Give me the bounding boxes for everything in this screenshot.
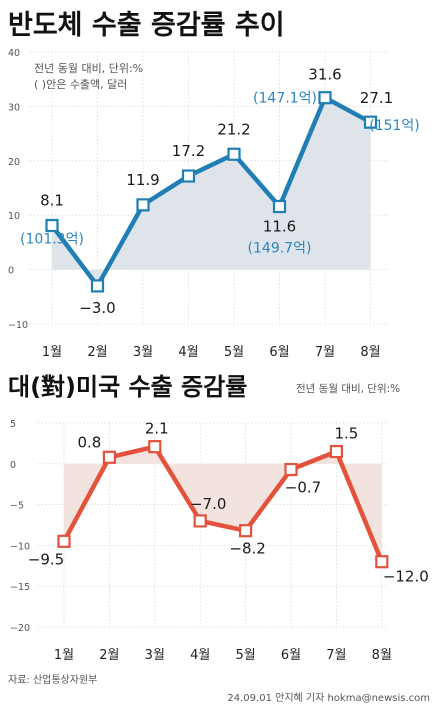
x-tick-label: 3월 bbox=[145, 648, 165, 663]
x-tick-label: 1월 bbox=[54, 648, 74, 663]
x-tick-label: 2월 bbox=[87, 345, 107, 360]
data-label: −3.0 bbox=[79, 299, 115, 317]
chart2-area-fill bbox=[64, 446, 382, 562]
data-point bbox=[363, 115, 378, 129]
chart1-paren-note: ( )안은 수출액, 달러 bbox=[34, 78, 127, 91]
x-tick-label: 8월 bbox=[360, 345, 380, 360]
data-label: −9.5 bbox=[28, 550, 64, 568]
export-amount-label: (101.3억) bbox=[20, 232, 84, 248]
export-amount-label: (147.1억) bbox=[253, 91, 317, 107]
chart1-y-axis: 40 30 20 10 0 −10 bbox=[8, 48, 28, 331]
source-text: 자료: 산업통상자원부 bbox=[8, 673, 97, 686]
chart1-export-amounts: (101.3억) (149.7억) (147.1억) (151억) bbox=[20, 91, 420, 257]
data-point bbox=[318, 91, 332, 105]
data-point bbox=[90, 279, 105, 293]
chart2-title: 대(對)미국 수출 증감률 bbox=[8, 373, 247, 401]
chart2-unit-note: 전년 동월 대비, 단위:% bbox=[296, 382, 400, 395]
chart1-points bbox=[45, 91, 378, 293]
x-tick-label: 3월 bbox=[133, 345, 153, 360]
data-label: 31.6 bbox=[308, 66, 341, 84]
chart1-area-fill bbox=[52, 97, 371, 286]
chart-us-exports: 대(對)미국 수출 증감률 전년 동월 대비, 단위:% 50−5−10−15−… bbox=[8, 373, 429, 663]
data-point bbox=[102, 450, 117, 464]
chart1-value-labels: 8.1 −3.0 11.9 17.2 21.2 11.6 31.6 27.1 bbox=[40, 66, 393, 317]
y-tick-label: −15 bbox=[10, 582, 30, 593]
export-amount-label: (149.7억) bbox=[248, 240, 312, 256]
chart1-title: 반도체 수출 증감률 추이 bbox=[8, 10, 285, 41]
data-label: −8.2 bbox=[229, 540, 265, 558]
x-tick-label: 5월 bbox=[224, 345, 244, 360]
data-point bbox=[148, 440, 162, 454]
chart1-x-axis: 1월 2월 3월 4월 5월 6월 7월 8월 bbox=[42, 345, 381, 360]
data-label: 0.8 bbox=[77, 433, 101, 451]
chart2-points bbox=[57, 440, 389, 569]
x-tick-label: 7월 bbox=[315, 345, 335, 360]
data-label: 27.1 bbox=[360, 89, 393, 107]
y-tick-label: −20 bbox=[10, 623, 30, 634]
x-tick-label: 4월 bbox=[190, 648, 210, 663]
chart2-value-labels: −9.5 0.8 2.1 −7.0 −8.2 −0.7 1.5 −12.0 bbox=[28, 420, 429, 586]
export-amount-label: (151억) bbox=[369, 118, 420, 134]
chart2-series-line bbox=[62, 444, 384, 563]
data-label: 2.1 bbox=[145, 420, 169, 438]
y-tick-label: 20 bbox=[8, 157, 20, 168]
x-tick-label: 6월 bbox=[269, 345, 289, 360]
y-tick-label: −10 bbox=[8, 320, 28, 331]
data-point bbox=[181, 169, 196, 183]
data-point bbox=[136, 198, 150, 212]
y-tick-label: 0 bbox=[8, 266, 14, 277]
x-tick-label: 7월 bbox=[326, 648, 346, 663]
data-label: −12.0 bbox=[383, 568, 429, 586]
y-tick-label: 0 bbox=[10, 460, 16, 471]
y-tick-label: −5 bbox=[10, 501, 24, 512]
data-label: 17.2 bbox=[172, 142, 205, 160]
chart2-y-axis: 5 0 −5 −10 −15 −20 bbox=[10, 419, 30, 634]
data-point bbox=[239, 524, 253, 538]
x-tick-label: 2월 bbox=[99, 648, 119, 663]
data-point bbox=[272, 199, 287, 214]
chart-semiconductor: 반도체 수출 증감률 추이 전년 동월 대비, 단위:% ( )안은 수출액, … bbox=[8, 10, 420, 360]
data-label: −7.0 bbox=[190, 495, 226, 513]
x-tick-label: 6월 bbox=[281, 648, 301, 663]
x-tick-label: 1월 bbox=[42, 345, 62, 360]
y-tick-label: 5 bbox=[10, 419, 16, 430]
credit-text: 24.09.01 안지혜 기자 hokma@newsis.com bbox=[227, 692, 430, 704]
data-label: 8.1 bbox=[40, 192, 64, 210]
data-label: 11.6 bbox=[263, 217, 296, 235]
data-point bbox=[193, 514, 207, 528]
data-label: 1.5 bbox=[334, 425, 358, 443]
data-point bbox=[45, 218, 59, 233]
data-label: 11.9 bbox=[126, 171, 159, 189]
y-tick-label: −10 bbox=[10, 541, 30, 552]
data-point bbox=[227, 147, 241, 161]
y-tick-label: 40 bbox=[8, 48, 20, 59]
data-point bbox=[57, 534, 71, 548]
data-label: 21.2 bbox=[217, 120, 250, 138]
data-label: −0.7 bbox=[285, 479, 321, 497]
data-point bbox=[375, 555, 389, 569]
x-tick-label: 8월 bbox=[372, 648, 392, 663]
chart2-x-axis: 1월 2월 3월 4월 5월 6월 7월 8월 bbox=[54, 648, 392, 663]
y-tick-label: 30 bbox=[8, 102, 20, 113]
data-point bbox=[284, 462, 298, 477]
y-tick-label: 10 bbox=[8, 211, 20, 222]
chart1-unit-note: 전년 동월 대비, 단위:% bbox=[34, 62, 143, 75]
chart1-series-line bbox=[50, 94, 372, 291]
data-point bbox=[329, 444, 343, 459]
x-tick-label: 4월 bbox=[178, 345, 198, 360]
x-tick-label: 5월 bbox=[235, 648, 255, 663]
